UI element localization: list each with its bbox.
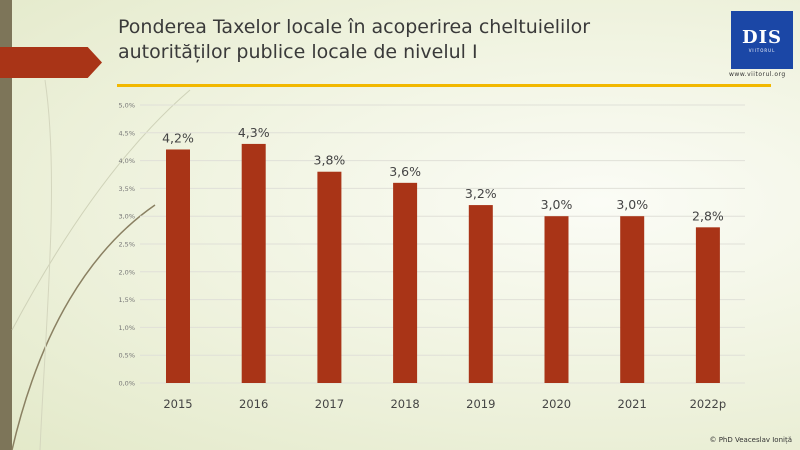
bar-2017 xyxy=(317,171,342,383)
bar-2020 xyxy=(544,216,569,383)
data-label: 2,8% xyxy=(692,208,724,223)
data-label: 3,6% xyxy=(389,164,421,179)
side-strip xyxy=(0,0,12,450)
y-tick-label: 1,5% xyxy=(118,296,135,304)
title-line-2: autorităților publice locale de nivelul … xyxy=(118,41,478,63)
y-tick-label: 3,5% xyxy=(118,185,135,193)
x-tick-label: 2019 xyxy=(466,397,495,411)
title-rule xyxy=(117,84,771,87)
footer-credit: © PhD Veaceslav Ioniță xyxy=(709,436,792,444)
x-tick-label: 2017 xyxy=(315,397,344,411)
y-tick-label: 0,5% xyxy=(118,352,135,360)
data-label: 3,8% xyxy=(314,153,346,168)
x-tick-label: 2018 xyxy=(390,397,419,411)
data-label: 3,0% xyxy=(541,197,573,212)
bar-2022p xyxy=(695,227,720,383)
y-tick-label: 4,0% xyxy=(118,157,135,165)
y-tick-label: 2,5% xyxy=(118,241,135,249)
x-tick-label: 2016 xyxy=(239,397,268,411)
y-tick-label: 2,0% xyxy=(118,268,135,276)
data-label: 4,2% xyxy=(162,130,194,145)
data-label: 3,2% xyxy=(465,186,497,201)
data-label: 4,3% xyxy=(238,125,270,140)
bar-2018 xyxy=(393,182,418,383)
y-tick-label: 3,0% xyxy=(118,213,135,221)
y-tick-label: 5,0% xyxy=(118,102,135,110)
decorative-curves xyxy=(11,79,191,450)
title-line-1: Ponderea Taxelor locale în acoperirea ch… xyxy=(118,16,591,38)
title-arrow xyxy=(0,47,102,78)
bar-2015 xyxy=(166,149,190,383)
data-label: 3,0% xyxy=(616,197,648,212)
bar-2019 xyxy=(468,205,493,383)
logo: DIS VIITORUL xyxy=(731,11,793,69)
x-tick-label: 2021 xyxy=(618,397,647,411)
logo-text: DIS xyxy=(741,27,783,48)
bar-2021 xyxy=(620,216,645,383)
x-tick-label: 2022p xyxy=(690,397,727,411)
y-tick-label: 0,0% xyxy=(118,380,135,388)
y-tick-label: 1,0% xyxy=(118,324,135,332)
bar-2016 xyxy=(241,143,266,383)
logo-subtext: VIITORUL xyxy=(748,48,776,53)
page-title: Ponderea Taxelor locale în acoperirea ch… xyxy=(118,15,718,65)
x-tick-label: 2020 xyxy=(542,397,571,411)
logo-url: www.viitorul.org xyxy=(729,71,786,78)
y-tick-label: 4,5% xyxy=(118,129,135,137)
x-tick-label: 2015 xyxy=(163,397,192,411)
